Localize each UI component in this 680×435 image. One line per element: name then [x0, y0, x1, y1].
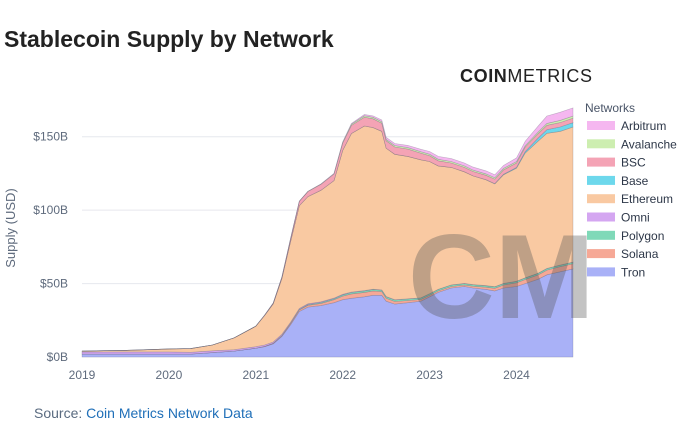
x-tick-label: 2020 — [156, 368, 183, 382]
source-link[interactable]: Coin Metrics Network Data — [86, 405, 253, 421]
legend-swatch-omni — [587, 212, 615, 222]
x-tick-label: 2024 — [503, 368, 530, 382]
x-axis-ticks: 2019 2020 2021 2022 2023 2024 — [69, 368, 531, 382]
cm-watermark: CM — [408, 210, 595, 344]
legend-swatch-ethereum — [587, 194, 615, 204]
legend-swatch-base — [587, 175, 615, 185]
area-polygon — [82, 261, 574, 355]
x-tick-label: 2019 — [69, 368, 96, 382]
area-solana — [82, 263, 574, 355]
x-tick-label: 2022 — [329, 368, 356, 382]
legend-title: Networks — [585, 101, 635, 115]
source-note: Source: Coin Metrics Network Data — [34, 405, 253, 421]
legend-swatch-solana — [587, 249, 615, 259]
legend-swatch-arbitrum — [587, 121, 615, 130]
legend-label-tron[interactable]: Tron — [621, 265, 645, 279]
y-axis-ticks: $0B $50B $100B $150B — [33, 130, 68, 364]
legend-label-base[interactable]: Base — [621, 174, 649, 188]
series-areas — [81, 107, 574, 358]
y-tick-label: $0B — [47, 350, 68, 364]
legend-label-polygon[interactable]: Polygon — [621, 229, 664, 243]
legend: Networks Arbitrum Avalanche BSC Base Ethereu… — [585, 101, 677, 279]
y-tick-label: $150B — [33, 130, 68, 144]
chart-title: Stablecoin Supply by Network — [4, 26, 334, 52]
source-prefix: Source: — [34, 405, 87, 421]
legend-label-omni[interactable]: Omni — [621, 211, 650, 225]
legend-label-bsc[interactable]: BSC — [621, 156, 646, 170]
x-tick-label: 2023 — [416, 368, 443, 382]
legend-swatch-polygon — [587, 230, 615, 240]
legend-label-solana[interactable]: Solana — [621, 247, 659, 261]
y-tick-label: $50B — [40, 277, 68, 291]
area-bsc — [81, 116, 574, 352]
x-tick-label: 2021 — [242, 368, 269, 382]
logo-part-metrics: METRICS — [507, 66, 593, 86]
legend-swatch-tron — [587, 267, 615, 277]
area-ethereum — [81, 125, 574, 353]
legend-label-arbitrum[interactable]: Arbitrum — [621, 119, 666, 133]
area-avalanche — [81, 115, 574, 352]
area-arbitrum — [81, 107, 574, 352]
legend-swatch-avalanche — [587, 139, 615, 149]
legend-label-avalanche[interactable]: Avalanche — [621, 137, 677, 151]
area-base — [81, 122, 574, 352]
legend-swatch-bsc — [587, 157, 615, 167]
y-axis-label: Supply (USD) — [3, 188, 18, 267]
logo-part-coin: COIN — [460, 66, 508, 86]
legend-label-ethereum[interactable]: Ethereum — [621, 192, 673, 206]
coinmetrics-logo: COINMETRICS — [460, 66, 593, 87]
y-tick-label: $100B — [33, 203, 68, 217]
